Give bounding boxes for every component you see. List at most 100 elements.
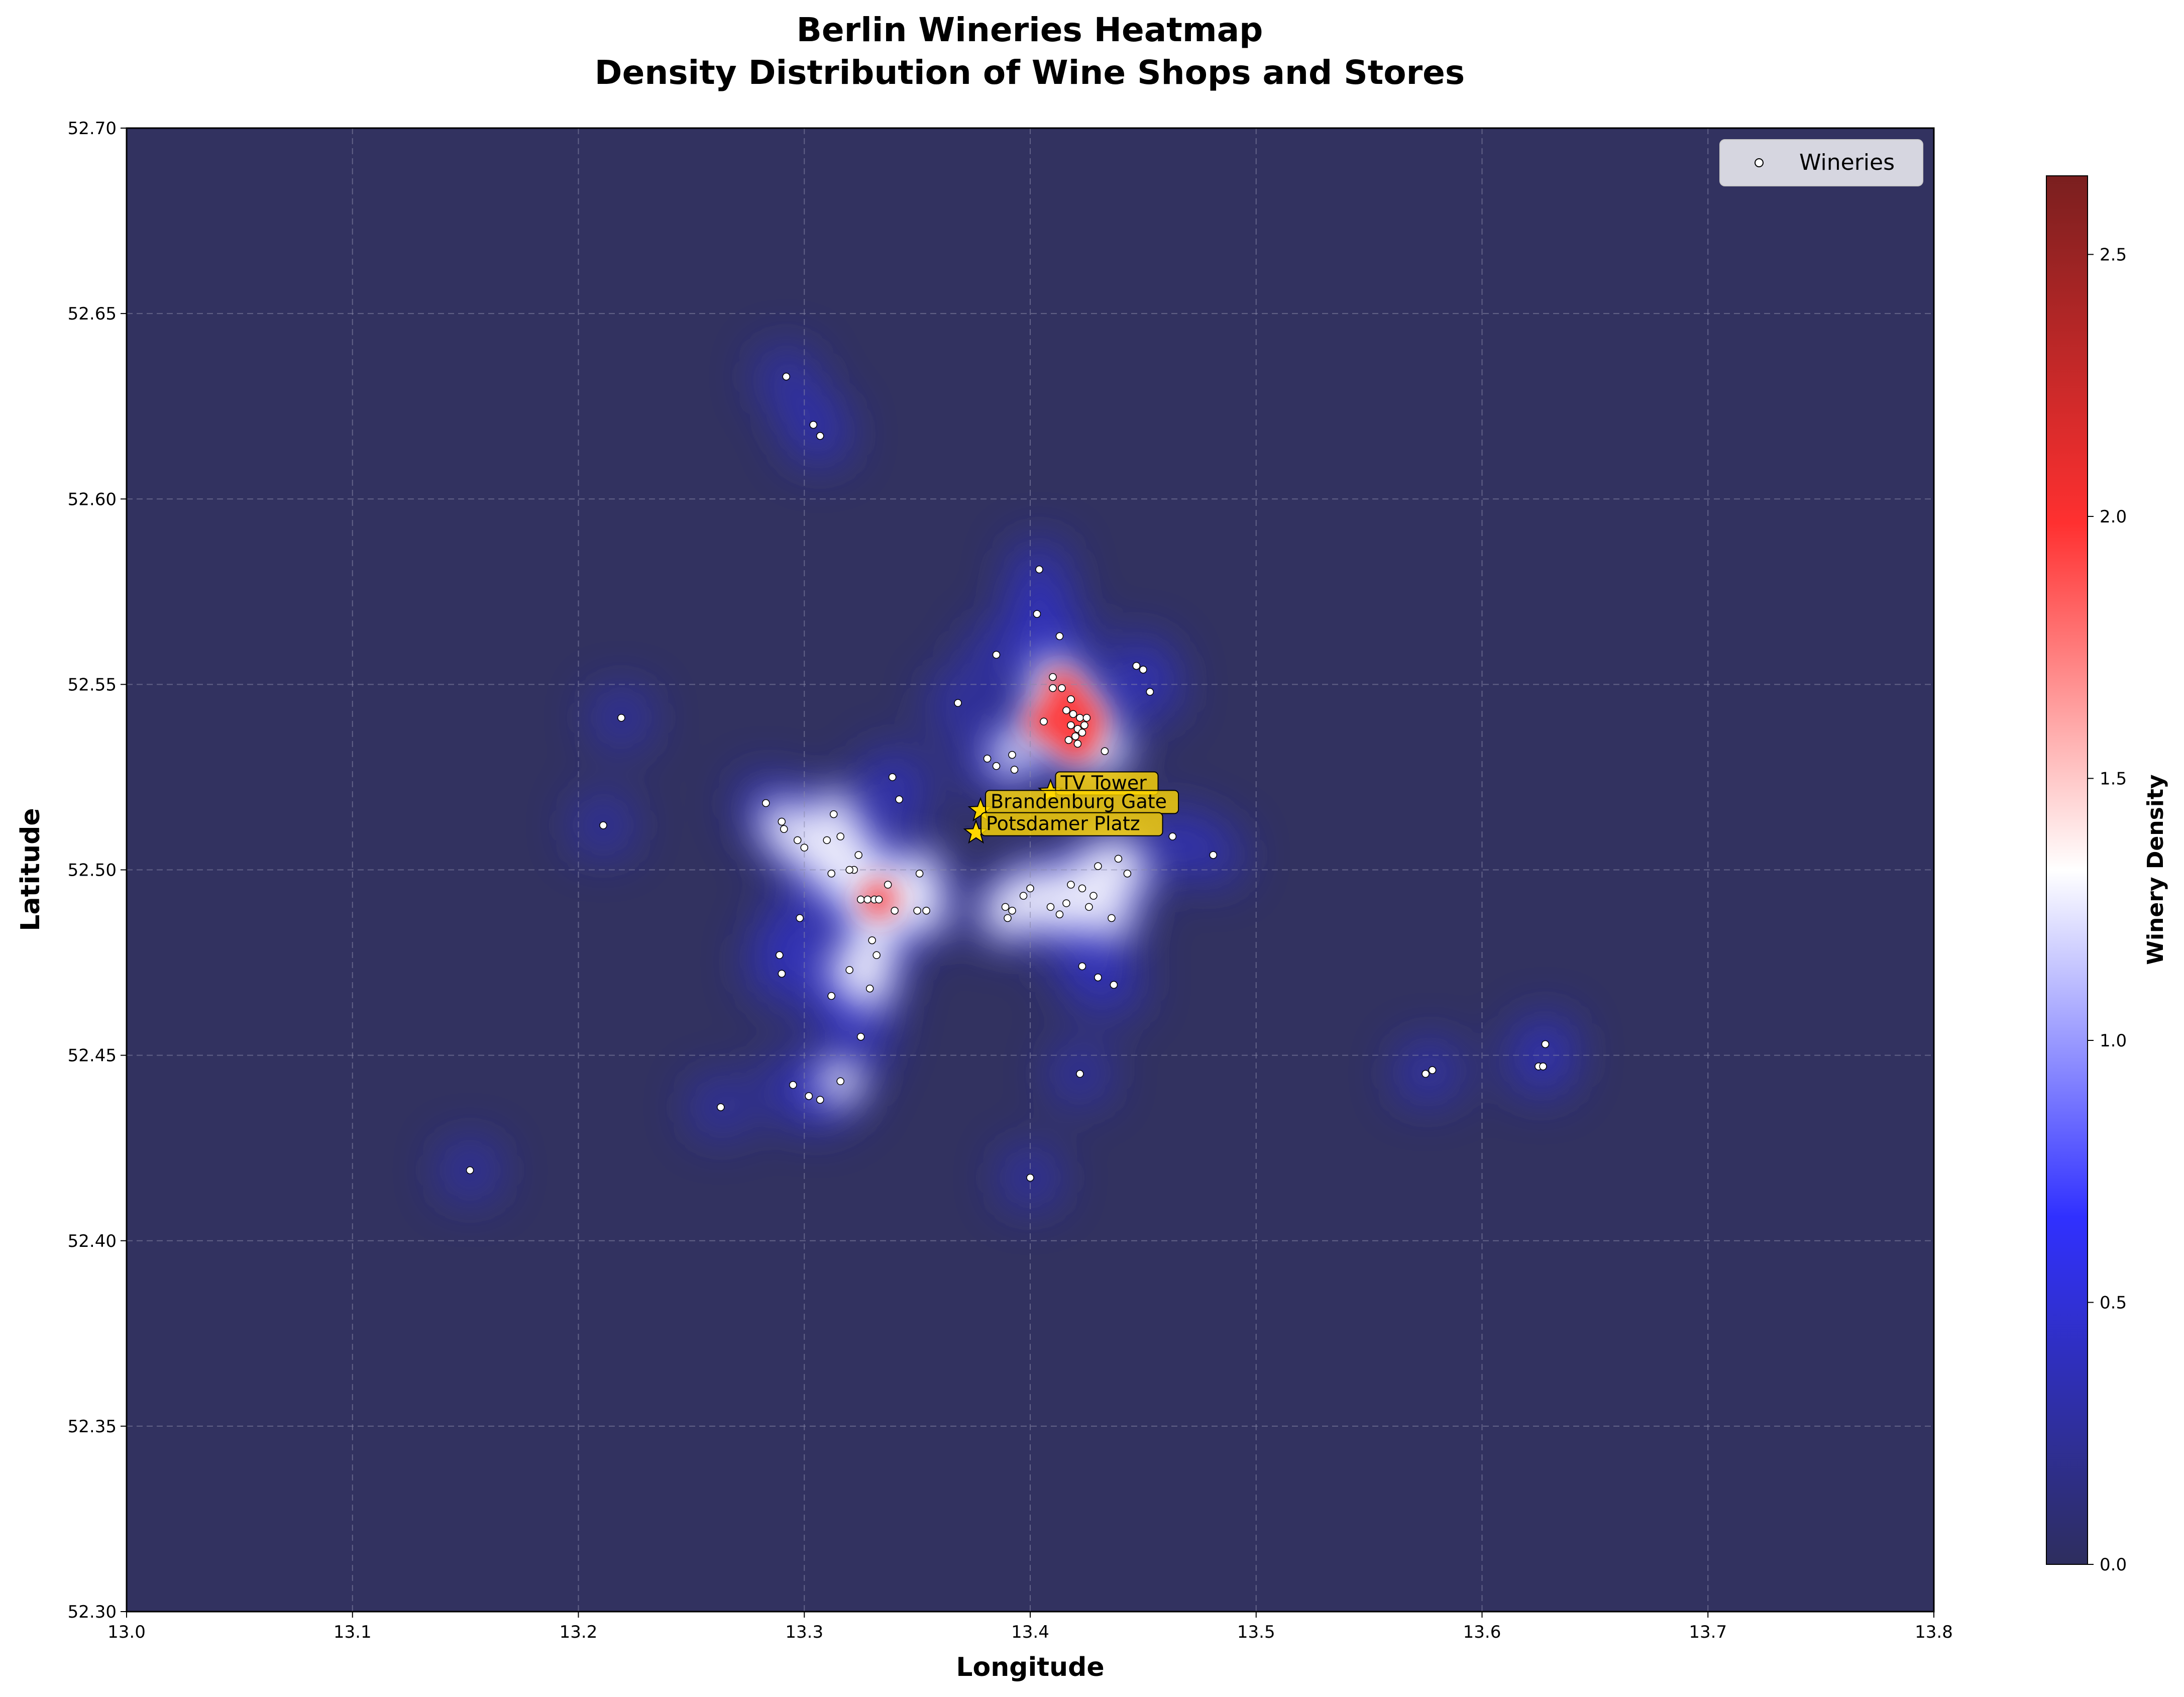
legend-marker-wineries [1755, 158, 1764, 167]
y-axis-ticks: 52.30 52.35 52.40 52.45 52.50 52.55 52.60 52.65… [68, 119, 127, 1622]
colorbar-gradient [2046, 175, 2088, 1565]
winery-point [717, 1103, 725, 1111]
winery-point [868, 936, 876, 944]
winery-point [1073, 739, 1082, 748]
winery-point [1019, 892, 1028, 900]
winery-point [845, 966, 853, 974]
y-tick-label: 52.65 [68, 304, 117, 324]
x-axis-ticks: 13.0 13.1 13.2 13.3 13.4 13.5 13.6 13.7 13.8 [107, 1612, 1953, 1642]
winery-point [1064, 736, 1073, 744]
winery-point [913, 906, 921, 915]
winery-point [1539, 1063, 1547, 1071]
landmark-brandenburg-gate: Brandenburg Gate [967, 790, 1179, 822]
winery-point [1085, 903, 1093, 911]
winery-point [1010, 766, 1019, 774]
winery-point [1008, 751, 1016, 759]
winery-point [1146, 688, 1154, 696]
winery-point [1209, 851, 1218, 859]
winery-point [1094, 973, 1102, 982]
winery-point [780, 825, 788, 833]
winery-point [1046, 903, 1055, 911]
y-tick-label: 52.60 [68, 489, 117, 509]
winery-point [829, 810, 838, 818]
winery-point [865, 984, 874, 993]
x-tick-label: 13.0 [107, 1622, 146, 1642]
winery-point [789, 1081, 797, 1089]
winery-point [1080, 721, 1088, 729]
grid-lines [127, 128, 1934, 1612]
x-tick-label: 13.6 [1463, 1622, 1501, 1642]
winery-point [827, 992, 835, 1000]
winery-point [888, 773, 897, 781]
colorbar-tick-label: 2.5 [2100, 245, 2127, 265]
winery-point [954, 699, 962, 707]
x-tick-label: 13.1 [334, 1622, 372, 1642]
winery-point [856, 895, 865, 904]
y-tick-label: 52.45 [68, 1046, 117, 1066]
winery-point [1078, 962, 1086, 971]
winery-point [1094, 862, 1102, 870]
winery-point [1076, 714, 1084, 722]
winery-point [762, 799, 770, 807]
y-tick-label: 52.40 [68, 1231, 117, 1251]
winery-point [1035, 565, 1043, 574]
winery-point [1541, 1040, 1550, 1048]
winery-point [617, 714, 625, 722]
winery-point [1089, 892, 1098, 900]
winery-point [856, 1032, 865, 1041]
winery-points [466, 372, 1550, 1182]
winery-point [1004, 914, 1012, 922]
winery-point [823, 836, 831, 844]
winery-point [1114, 855, 1123, 863]
winery-point [816, 432, 824, 440]
colorbar-label: Winery Density [2143, 774, 2168, 965]
winery-point [836, 1077, 844, 1086]
winery-point [1071, 732, 1079, 740]
winery-point [778, 970, 786, 978]
winery-point [1422, 1070, 1430, 1078]
winery-point [872, 951, 881, 960]
winery-point [1428, 1066, 1437, 1074]
x-tick-label: 13.3 [785, 1622, 823, 1642]
winery-point [1049, 673, 1057, 681]
chart-title: Berlin Wineries Heatmap [797, 11, 1263, 49]
winery-point [599, 821, 607, 829]
winery-point [1055, 632, 1064, 641]
winery-point [778, 817, 786, 826]
colorbar-ticks: 0.0 0.5 1.0 1.5 2.0 2.5 [2088, 245, 2127, 1575]
colorbar-tick-label: 2.0 [2100, 507, 2127, 527]
winery-point [1069, 710, 1077, 718]
winery-point [805, 1092, 813, 1100]
legend: Wineries [1719, 139, 1923, 186]
y-tick-label: 52.35 [68, 1417, 117, 1437]
winery-point [1110, 981, 1118, 989]
winery-point [1123, 870, 1132, 878]
y-tick-label: 52.55 [68, 675, 117, 695]
chart-subtitle: Density Distribution of Wine Shops and S… [595, 53, 1465, 92]
colorbar-tick-label: 1.0 [2100, 1031, 2127, 1051]
winery-point [845, 866, 853, 874]
winery-point [992, 762, 1001, 770]
x-tick-label: 13.4 [1011, 1622, 1049, 1642]
winery-point [1132, 662, 1141, 670]
winery-point [809, 420, 817, 429]
winery-point [1108, 914, 1116, 922]
winery-point [891, 906, 899, 915]
x-tick-label: 13.7 [1689, 1622, 1727, 1642]
winery-point [1076, 1070, 1084, 1078]
landmark-label-box [980, 812, 1163, 836]
winery-point [854, 851, 862, 859]
winery-point [1062, 706, 1070, 714]
colorbar-tick-label: 0.0 [2100, 1555, 2127, 1575]
x-tick-label: 13.8 [1915, 1622, 1953, 1642]
winery-point [1001, 903, 1010, 911]
x-tick-label: 13.5 [1237, 1622, 1275, 1642]
winery-point [863, 895, 871, 904]
winery-point [1067, 695, 1075, 703]
winery-point [875, 895, 883, 904]
winery-point [1055, 910, 1064, 918]
winery-point [1067, 721, 1075, 729]
